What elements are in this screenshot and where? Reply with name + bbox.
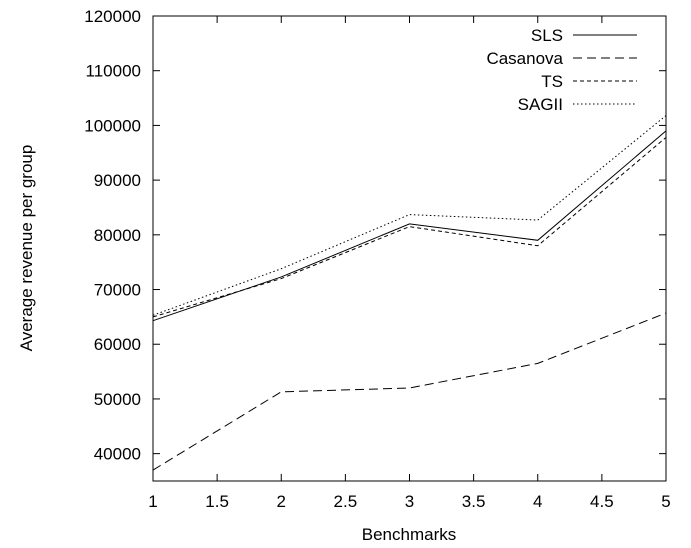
series-line-sagii [153,116,666,316]
x-tick-label: 4 [533,492,542,511]
x-tick-label: 4.5 [590,492,614,511]
series-line-ts [153,137,666,316]
x-tick-label: 3 [405,492,414,511]
y-axis-label: Average revenue per group [17,145,36,352]
y-tick-label: 60000 [94,335,141,354]
x-tick-label: 1.5 [205,492,229,511]
x-axis-label: Benchmarks [362,525,456,544]
y-tick-label: 120000 [84,7,141,26]
y-tick-label: 70000 [94,281,141,300]
series-lines [153,116,666,470]
legend-label-ts: TS [541,72,563,91]
x-tick-label: 3.5 [462,492,486,511]
plot-area-frame [153,16,666,481]
y-tick-label: 100000 [84,116,141,135]
y-tick-label: 110000 [86,62,141,81]
series-line-sls [153,131,666,321]
legend-label-sagii: SAGII [518,95,563,114]
series-line-casanova [153,313,666,470]
y-tick-label: 40000 [94,445,141,464]
legend: SLS Casanova TS SAGII [486,26,637,114]
x-tick-label: 1 [148,492,157,511]
x-tick-label: 2.5 [334,492,358,511]
axis-tick-labels: 1 1.5 2 2.5 3 3.5 4 4.5 5 40000 50000 60000 70000 800… [84,7,670,511]
x-tick-label: 2 [277,492,286,511]
legend-label-casanova: Casanova [486,49,563,68]
y-tick-label: 50000 [94,390,141,409]
legend-label-sls: SLS [531,26,563,45]
y-tick-label: 90000 [94,171,141,190]
y-tick-label: 80000 [94,226,141,245]
axis-ticks [153,16,666,481]
x-tick-label: 5 [661,492,670,511]
